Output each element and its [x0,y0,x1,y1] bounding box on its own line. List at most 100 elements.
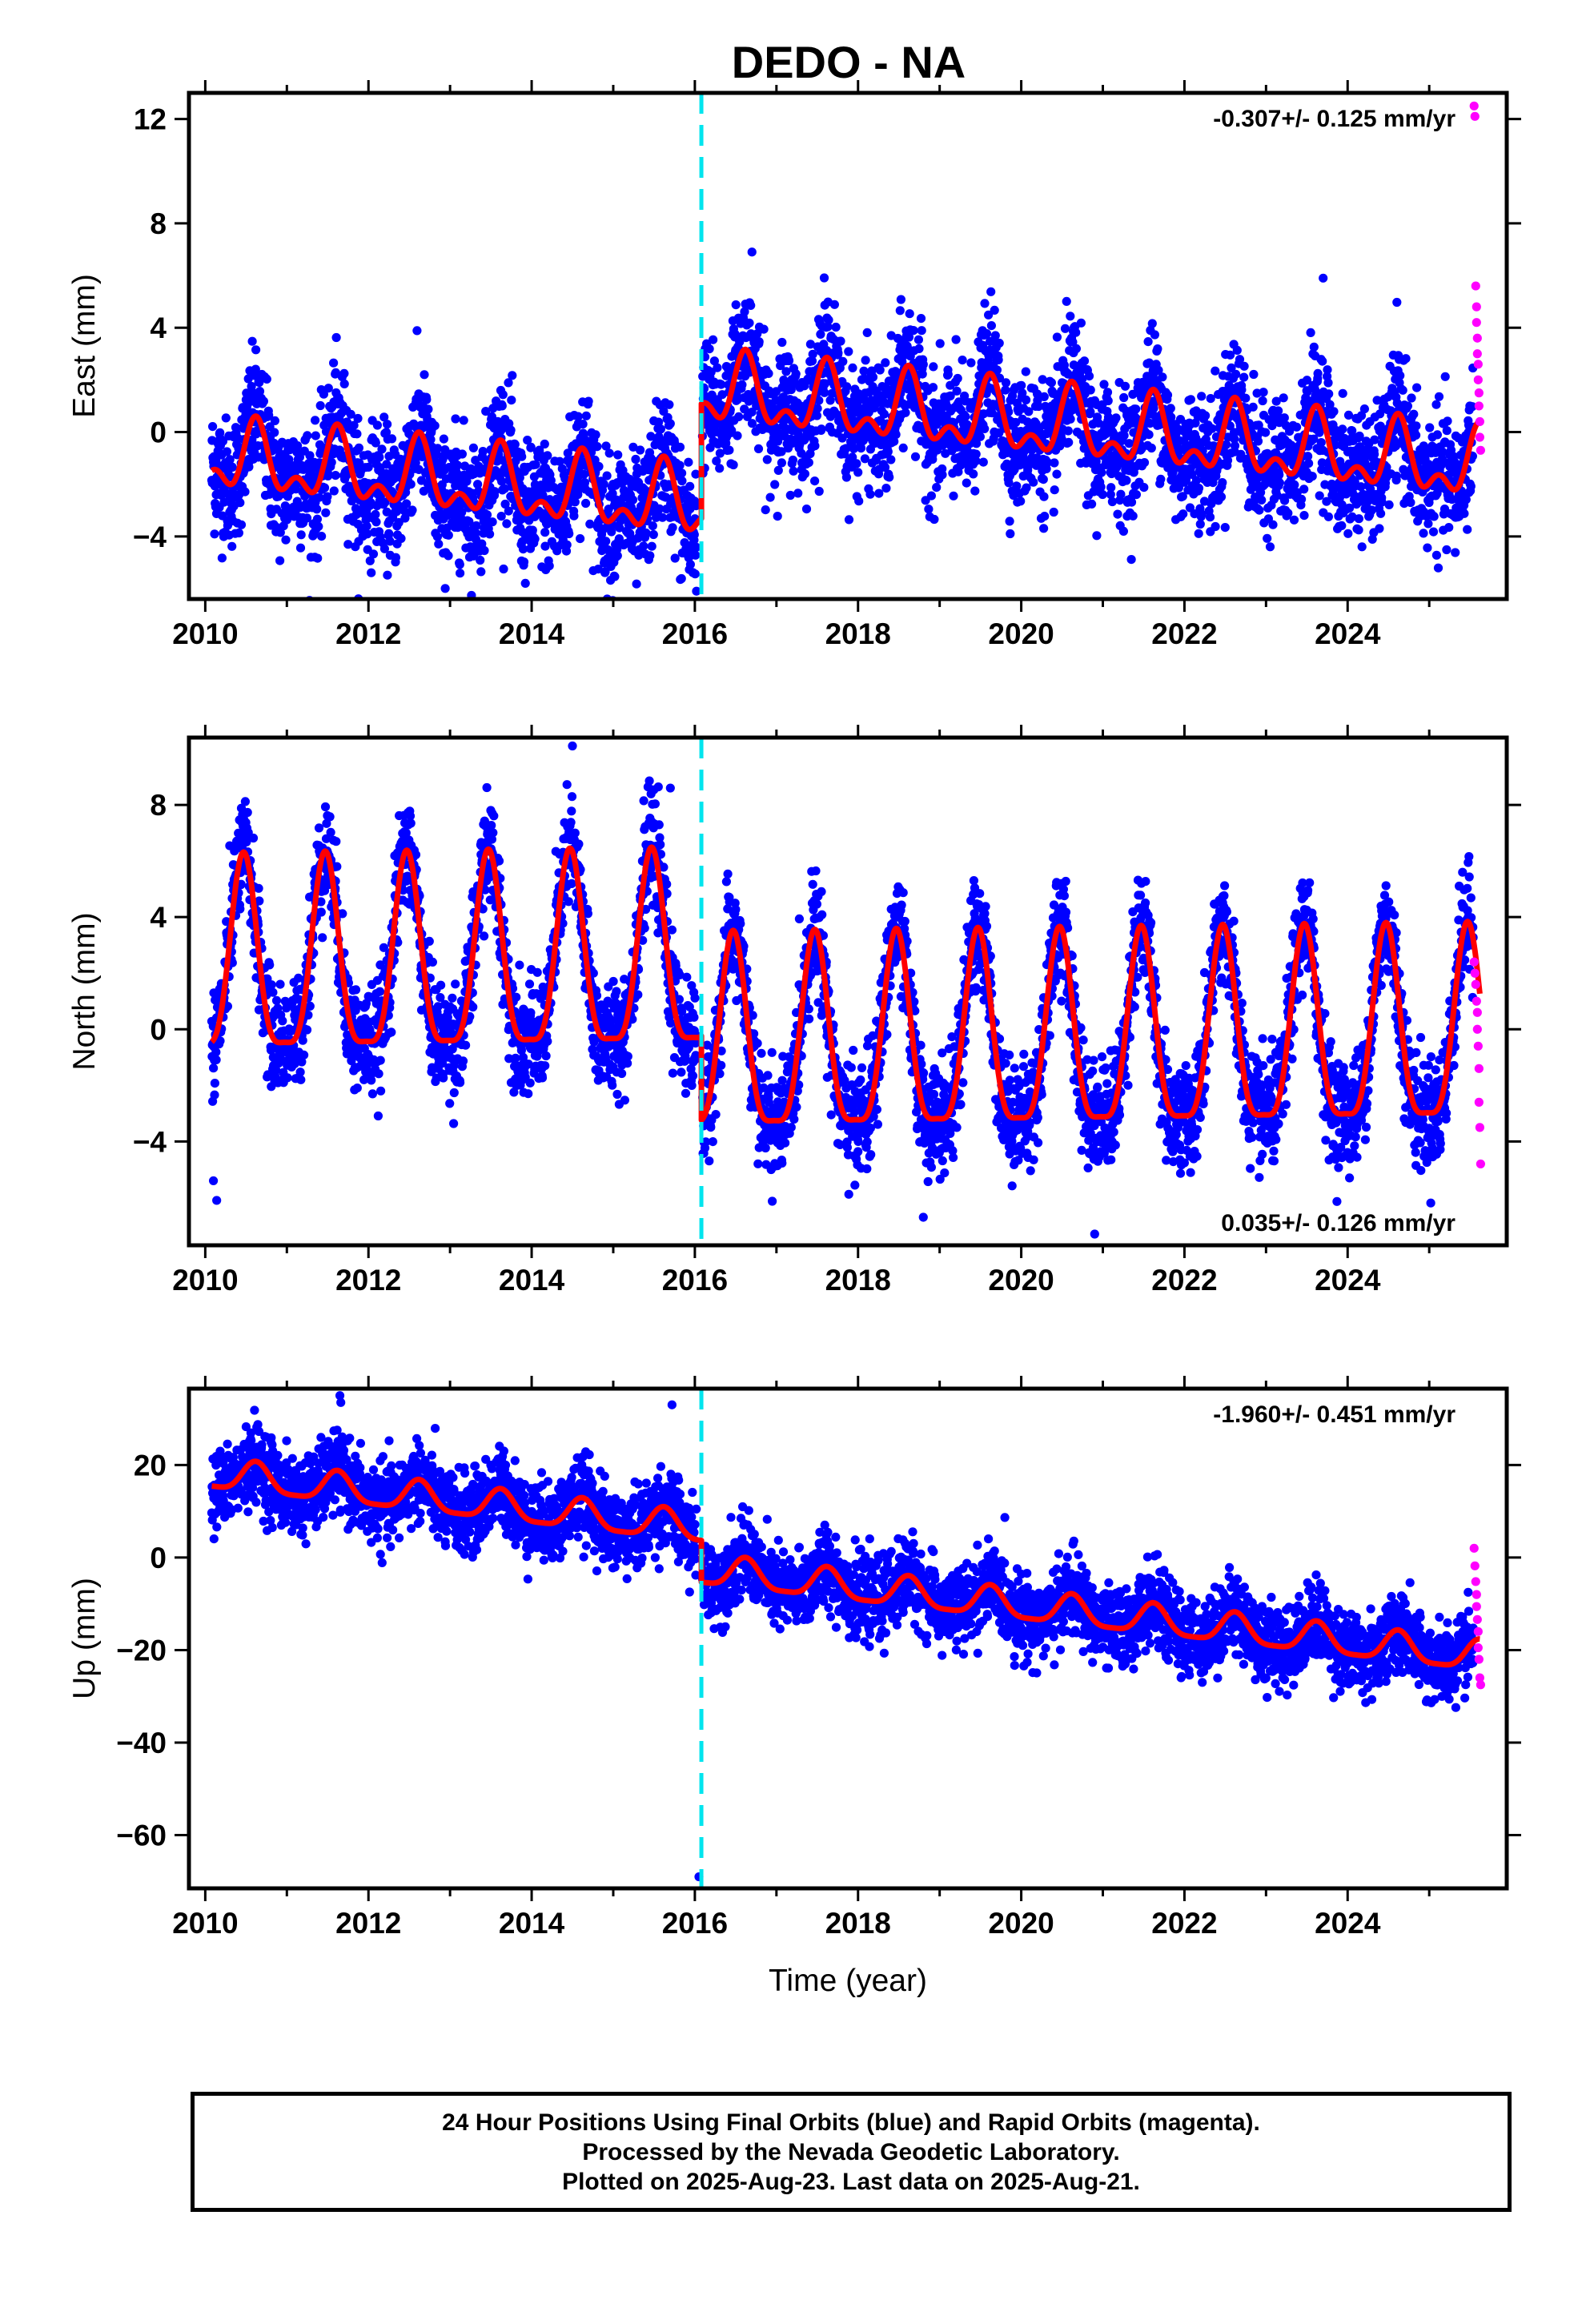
final-point [1304,459,1314,468]
final-point [569,511,579,521]
final-point [1040,512,1050,521]
final-point [692,542,701,553]
final-point [913,335,923,344]
final-point [317,532,327,541]
final-point [713,363,722,372]
final-point [1297,494,1307,505]
final-point [1289,515,1299,525]
final-point [243,374,253,384]
final-point [456,569,465,578]
final-point [580,478,590,488]
rapid-point [1472,302,1481,312]
final-point [628,442,638,452]
rapid-point [1470,111,1480,121]
final-point [323,471,333,481]
final-point [914,344,924,353]
final-point [1116,489,1126,499]
final-point [303,431,312,440]
final-point [477,539,487,549]
final-point [886,455,896,464]
final-point [570,497,580,507]
final-point [543,451,552,460]
north-final-points [207,741,1478,1239]
chart-title: DEDO - NA [732,37,966,87]
final-point [402,499,412,509]
final-point [896,295,905,304]
final-point [1299,511,1309,521]
final-point [584,396,593,406]
final-point [508,371,517,380]
final-point [852,459,861,468]
final-point [227,462,237,472]
final-point [434,539,444,549]
final-point [506,425,516,435]
final-point [235,498,245,508]
final-point [278,1016,287,1026]
final-point [581,498,591,509]
final-point [480,545,489,556]
final-point [433,444,443,453]
final-point [1309,342,1319,352]
final-point [1274,406,1283,416]
final-point [400,506,409,516]
final-point [808,349,817,359]
final-point [262,374,271,384]
final-point [1064,437,1074,448]
final-point [444,551,453,561]
final-point [1444,523,1454,533]
final-point [1313,368,1323,378]
final-point [1071,328,1081,337]
final-point [705,344,714,354]
final-point [593,565,603,574]
final-point [823,322,833,332]
final-point [654,417,664,427]
final-point [1230,441,1240,451]
final-point [293,441,303,451]
final-point [331,471,340,480]
final-point-outlier [747,247,757,257]
final-point [986,287,996,296]
final-point [990,331,1000,340]
final-point [1434,392,1444,401]
final-point [1071,344,1081,353]
east-rate-label: -0.307+/- 0.125 mm/yr [1213,106,1456,132]
final-point [853,468,863,477]
final-point [1354,525,1363,535]
final-point [353,413,363,424]
final-point [747,407,757,417]
final-point [254,883,263,893]
final-point [579,469,589,479]
final-point [295,543,306,553]
final-point [540,439,549,449]
final-point [218,436,228,446]
final-point [481,406,491,416]
final-point [691,469,701,479]
final-point [1268,520,1278,529]
final-point [1406,497,1415,508]
final-point [677,573,686,584]
final-point [1139,458,1150,468]
final-point [1375,524,1384,533]
final-point [243,807,252,818]
final-point [526,442,536,452]
final-point [225,455,235,464]
final-point [1337,521,1347,531]
final-point [251,345,261,355]
final-point [331,332,341,343]
final-point [259,396,268,406]
final-point [804,458,813,468]
final-point [601,441,611,451]
final-point [1150,330,1159,340]
final-point [380,497,390,507]
x-tick-label: 2010 [172,617,238,650]
final-point [1106,483,1116,493]
final-point [612,551,622,561]
final-point [1146,443,1156,453]
final-point [1401,354,1411,364]
final-point [668,523,677,533]
final-point [504,378,513,388]
final-point [1231,369,1241,379]
final-point [331,368,340,377]
final-point [302,513,312,523]
final-point [1139,483,1149,493]
